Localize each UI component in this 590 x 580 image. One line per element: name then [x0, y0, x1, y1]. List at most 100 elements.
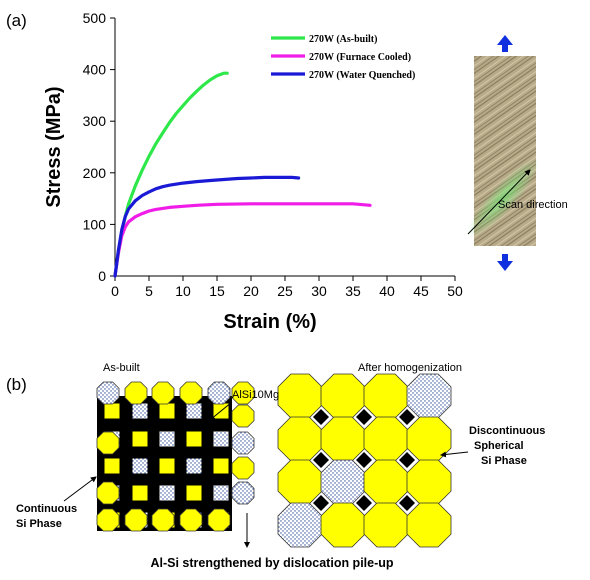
- legend-entry-3: 270W (Water Quenched): [309, 70, 415, 81]
- y-tick-label: 100: [83, 216, 107, 232]
- alsi10mg-grain: [96, 481, 120, 505]
- alsi10mg-grain: [179, 508, 203, 532]
- series-lines: [113, 71, 372, 278]
- discontinuous-label-line2: Spherical: [474, 440, 524, 452]
- continuous-pointer: [63, 476, 97, 502]
- al-cell: [132, 485, 148, 501]
- homogenized-grain: [320, 373, 366, 419]
- homogenized-grain: [406, 502, 452, 548]
- x-tick-label: 5: [145, 283, 153, 299]
- alsi10mg-grain: [179, 381, 203, 405]
- alsi10mg-grain: [231, 456, 255, 480]
- homogenized-grain: [277, 502, 323, 548]
- alsi10mg-grain: [207, 381, 231, 405]
- spherical-si-particle: [313, 452, 329, 468]
- homogenized-grain: [320, 416, 366, 462]
- x-tick-label: 30: [311, 283, 327, 299]
- x-ticks: 0 5 10 15 20 25 30 35 40 45 50: [111, 276, 463, 299]
- al-cell: [213, 458, 229, 474]
- bottom-caption: Al-Si strengthened by dislocation pile-u…: [150, 556, 393, 570]
- homogenized-schematic: [277, 373, 452, 548]
- homogenized-grain: [277, 373, 323, 419]
- scan-direction-arrow-icon: [467, 169, 531, 235]
- stress-strain-chart: 0 100 200 300 400 500 0 5 10 15 20 25 30 35 40 45 50 St…: [43, 10, 463, 333]
- x-tick-label: 50: [447, 283, 463, 299]
- y-tick-label: 400: [83, 62, 107, 78]
- x-tick-label: 0: [111, 283, 119, 299]
- series-line-3: [113, 175, 301, 278]
- as-built-schematic: [96, 381, 255, 532]
- after-homogenization-title: After homogenization: [358, 362, 462, 374]
- discontinuous-pointer: [440, 451, 469, 458]
- al-cell: [104, 458, 120, 474]
- continuous-label-line2: Si Phase: [16, 518, 62, 530]
- homogenized-grain: [363, 459, 409, 505]
- homogenized-grain: [363, 373, 409, 419]
- alsi10mg-pointer: [209, 401, 233, 421]
- discontinuous-label-line1: Discontinuous: [469, 425, 545, 437]
- legend: 270W (As-built) 270W (Furnace Cooled) 270W…: [271, 34, 415, 81]
- alsi10mg-grain: [231, 431, 255, 455]
- al-cell: [186, 458, 202, 474]
- micrograph: Scan direction: [466, 35, 568, 271]
- spherical-si-particle: [356, 409, 372, 425]
- continuous-label-line1: Continuous: [16, 503, 77, 515]
- al-cell: [186, 431, 202, 447]
- al-cell: [132, 403, 148, 419]
- homogenized-grain: [363, 416, 409, 462]
- scan-direction-label: Scan direction: [498, 199, 568, 211]
- series-line-1: [113, 71, 229, 278]
- spherical-si-particle: [399, 409, 415, 425]
- alsi10mg-grain: [151, 508, 175, 532]
- alsi10mg-grain: [124, 381, 148, 405]
- x-tick-label: 10: [175, 283, 191, 299]
- y-tick-label: 200: [83, 165, 107, 181]
- al-cell: [159, 431, 175, 447]
- x-tick-label: 15: [209, 283, 225, 299]
- spherical-si-particle: [356, 495, 372, 511]
- alsi10mg-grain: [207, 508, 231, 532]
- alsi10mg-grain: [124, 508, 148, 532]
- legend-entry-1: 270W (As-built): [309, 34, 377, 45]
- spherical-si-particle: [356, 452, 372, 468]
- panel-label-b: (b): [6, 375, 27, 394]
- alsi10mg-grain: [231, 404, 255, 428]
- legend-entry-2: 270W (Furnace Cooled): [309, 52, 411, 63]
- alsi10mg-grain: [231, 481, 255, 505]
- al-cell: [213, 485, 229, 501]
- as-built-title: As-built: [103, 362, 140, 374]
- al-cell: [132, 431, 148, 447]
- alsi10mg-grain: [151, 381, 175, 405]
- spherical-si-particle: [313, 495, 329, 511]
- homogenized-grain: [277, 416, 323, 462]
- alsi10mg-grain: [231, 381, 255, 405]
- x-tick-label: 20: [243, 283, 259, 299]
- tensile-arrow-down-icon: [497, 254, 513, 271]
- homogenized-grain: [363, 502, 409, 548]
- discontinuous-label-line3: Si Phase: [481, 455, 527, 467]
- y-tick-label: 500: [83, 10, 107, 26]
- x-tick-label: 40: [379, 283, 395, 299]
- homogenized-grain: [320, 502, 366, 548]
- alsi10mg-label: AlSi10Mg: [232, 389, 279, 401]
- y-ticks: 0 100 200 300 400 500: [83, 10, 115, 284]
- x-tick-label: 25: [277, 283, 293, 299]
- microstructure-schematic: As-built After homogenization AlSi10Mg C…: [16, 362, 545, 570]
- alsi10mg-grain: [96, 381, 120, 405]
- homogenized-grain: [406, 373, 452, 419]
- x-tick-label: 35: [345, 283, 361, 299]
- al-cell: [132, 458, 148, 474]
- al-cell: [104, 403, 120, 419]
- al-cell: [186, 403, 202, 419]
- al-cell: [159, 485, 175, 501]
- homogenized-grain: [406, 459, 452, 505]
- spherical-si-particle: [399, 452, 415, 468]
- y-tick-label: 0: [98, 268, 106, 284]
- panel-label-a: (a): [6, 11, 27, 30]
- y-axis-title: Stress (MPa): [43, 86, 65, 207]
- x-axis-title: Strain (%): [223, 311, 316, 333]
- al-cell: [159, 458, 175, 474]
- homogenized-grain: [320, 459, 366, 505]
- al-cell: [186, 485, 202, 501]
